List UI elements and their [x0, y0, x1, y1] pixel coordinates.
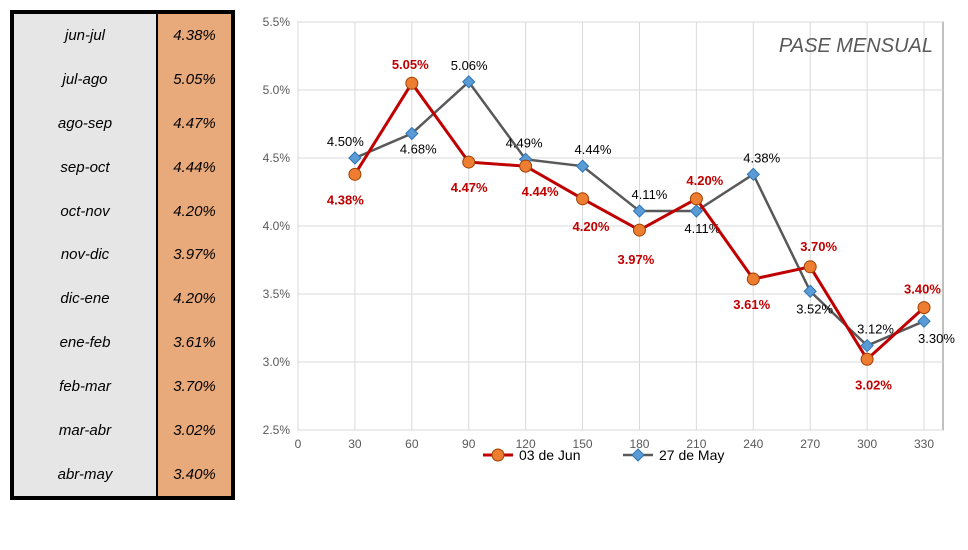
- data-label: 3.97%: [617, 252, 654, 267]
- svg-text:60: 60: [405, 437, 419, 451]
- month-cell: sep-oct: [14, 145, 156, 189]
- value-cell: 3.40%: [156, 452, 231, 496]
- svg-text:4.5%: 4.5%: [263, 151, 291, 165]
- month-cell: abr-may: [14, 452, 156, 496]
- data-label: 4.68%: [400, 142, 437, 157]
- svg-text:5.0%: 5.0%: [263, 83, 291, 97]
- svg-text:2.5%: 2.5%: [263, 423, 291, 437]
- marker-diamond: [918, 315, 930, 327]
- month-cell: ene-feb: [14, 321, 156, 365]
- chart-title: PASE MENSUAL: [779, 35, 933, 57]
- data-table: jun-jul4.38%jul-ago5.05%ago-sep4.47%sep-…: [10, 10, 235, 500]
- chart-area: 2.5%3.0%3.5%4.0%4.5%5.0%5.5%030609012015…: [243, 10, 958, 500]
- svg-text:3.5%: 3.5%: [263, 287, 291, 301]
- svg-text:180: 180: [629, 437, 649, 451]
- svg-text:5.5%: 5.5%: [263, 15, 291, 29]
- month-cell: mar-abr: [14, 408, 156, 452]
- value-cell: 3.70%: [156, 365, 231, 409]
- data-label: 3.12%: [857, 322, 894, 337]
- value-cell: 3.61%: [156, 321, 231, 365]
- svg-text:300: 300: [857, 437, 877, 451]
- marker-circle: [690, 193, 702, 205]
- data-label: 4.38%: [327, 192, 364, 207]
- marker-diamond: [349, 152, 361, 164]
- month-cell: feb-mar: [14, 365, 156, 409]
- data-label: 3.40%: [904, 282, 941, 297]
- value-cell: 3.97%: [156, 233, 231, 277]
- data-label: 4.11%: [631, 187, 667, 202]
- table-row: jun-jul4.38%: [14, 14, 231, 58]
- svg-text:3.0%: 3.0%: [263, 355, 291, 369]
- marker-circle: [918, 302, 930, 314]
- month-cell: dic-ene: [14, 277, 156, 321]
- data-label: 4.38%: [743, 150, 780, 165]
- marker-circle: [577, 193, 589, 205]
- data-label: 3.61%: [733, 297, 770, 312]
- month-cell: jul-ago: [14, 58, 156, 102]
- marker-circle: [520, 160, 532, 172]
- month-cell: jun-jul: [14, 14, 156, 58]
- data-label: 3.52%: [796, 301, 833, 316]
- table-row: ago-sep4.47%: [14, 102, 231, 146]
- data-label: 5.05%: [392, 57, 429, 72]
- value-cell: 5.05%: [156, 58, 231, 102]
- data-label: 4.44%: [522, 184, 559, 199]
- svg-text:90: 90: [462, 437, 476, 451]
- data-label: 5.06%: [451, 58, 488, 73]
- svg-text:240: 240: [743, 437, 763, 451]
- data-label: 4.49%: [506, 135, 543, 150]
- value-cell: 4.44%: [156, 145, 231, 189]
- data-label: 3.30%: [918, 331, 955, 346]
- value-cell: 4.38%: [156, 14, 231, 58]
- data-label: 3.70%: [800, 239, 837, 254]
- month-cell: oct-nov: [14, 189, 156, 233]
- svg-text:4.0%: 4.0%: [263, 219, 291, 233]
- data-label: 4.50%: [327, 134, 364, 149]
- line-chart: 2.5%3.0%3.5%4.0%4.5%5.0%5.5%030609012015…: [243, 10, 955, 500]
- table-row: mar-abr3.02%: [14, 408, 231, 452]
- svg-text:330: 330: [914, 437, 934, 451]
- svg-text:0: 0: [295, 437, 302, 451]
- data-label: 3.02%: [855, 377, 892, 392]
- marker-circle: [861, 353, 873, 365]
- data-label: 4.47%: [451, 180, 488, 195]
- table-row: jul-ago5.05%: [14, 58, 231, 102]
- table-row: sep-oct4.44%: [14, 145, 231, 189]
- marker-circle: [747, 273, 759, 285]
- marker-circle: [349, 168, 361, 180]
- value-cell: 4.20%: [156, 277, 231, 321]
- marker-circle: [406, 77, 418, 89]
- value-cell: 3.02%: [156, 408, 231, 452]
- month-cell: ago-sep: [14, 102, 156, 146]
- table-row: ene-feb3.61%: [14, 321, 231, 365]
- table-row: nov-dic3.97%: [14, 233, 231, 277]
- table-row: feb-mar3.70%: [14, 365, 231, 409]
- data-label: 4.20%: [686, 173, 723, 188]
- svg-text:270: 270: [800, 437, 820, 451]
- marker-circle: [633, 224, 645, 236]
- value-cell: 4.20%: [156, 189, 231, 233]
- table-row: dic-ene4.20%: [14, 277, 231, 321]
- svg-text:30: 30: [348, 437, 362, 451]
- table-row: abr-may3.40%: [14, 452, 231, 496]
- data-label: 4.20%: [573, 219, 610, 234]
- value-cell: 4.47%: [156, 102, 231, 146]
- legend-label: 27 de May: [659, 447, 724, 463]
- marker-diamond: [747, 168, 759, 180]
- table-row: oct-nov4.20%: [14, 189, 231, 233]
- data-label: 4.44%: [575, 142, 612, 157]
- legend-label: 03 de Jun: [519, 447, 581, 463]
- month-cell: nov-dic: [14, 233, 156, 277]
- marker-circle: [804, 261, 816, 273]
- marker-circle: [463, 156, 475, 168]
